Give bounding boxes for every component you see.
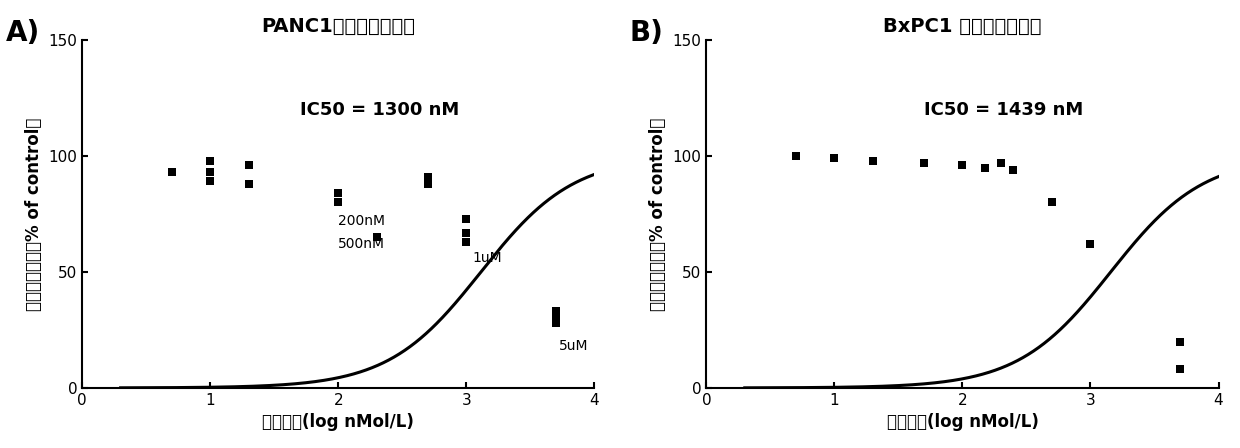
Text: 5uM: 5uM xyxy=(558,339,588,353)
Point xyxy=(418,173,438,181)
Point xyxy=(329,199,348,206)
X-axis label: 班鸩霨素(log nMol/L): 班鸩霨素(log nMol/L) xyxy=(887,414,1038,431)
Point xyxy=(239,162,259,169)
Title: PANC1人胰腺癌细胞株: PANC1人胰腺癌细胞株 xyxy=(262,17,415,36)
Point xyxy=(975,164,994,171)
Title: BxPC1 人胰腺癌细胞株: BxPC1 人胰腺癌细胞株 xyxy=(883,17,1042,36)
Point xyxy=(825,155,844,162)
Point xyxy=(546,319,565,327)
Point xyxy=(546,312,565,319)
Point xyxy=(201,157,221,164)
Point xyxy=(201,168,221,176)
Point xyxy=(456,238,476,246)
Text: 500nM: 500nM xyxy=(339,237,386,251)
Point xyxy=(239,180,259,187)
Point xyxy=(456,229,476,236)
Point xyxy=(1003,166,1023,173)
Point xyxy=(1080,241,1100,248)
Point xyxy=(456,215,476,222)
Point xyxy=(952,162,972,169)
Point xyxy=(546,308,565,315)
Text: IC50 = 1439 nM: IC50 = 1439 nM xyxy=(924,101,1083,119)
Point xyxy=(863,157,883,164)
Point xyxy=(418,180,438,187)
Point xyxy=(161,168,181,176)
Point xyxy=(367,233,387,241)
Text: 200nM: 200nM xyxy=(339,214,386,228)
Text: B): B) xyxy=(630,19,663,47)
Y-axis label: 细胞存活比例（% of control）: 细胞存活比例（% of control） xyxy=(25,117,43,310)
Point xyxy=(991,159,1011,167)
Point xyxy=(786,152,806,159)
Y-axis label: 细胞存活比例（% of control）: 细胞存活比例（% of control） xyxy=(649,117,667,310)
Point xyxy=(1042,199,1061,206)
Point xyxy=(329,190,348,197)
Point xyxy=(1171,366,1190,373)
Point xyxy=(201,178,221,185)
Point xyxy=(914,159,934,167)
Text: A): A) xyxy=(5,19,40,47)
Point xyxy=(1171,338,1190,345)
X-axis label: 班鸩霨素(log nMol/L): 班鸩霨素(log nMol/L) xyxy=(263,414,414,431)
Text: IC50 = 1300 nM: IC50 = 1300 nM xyxy=(300,101,459,119)
Text: 1uM: 1uM xyxy=(472,251,502,265)
